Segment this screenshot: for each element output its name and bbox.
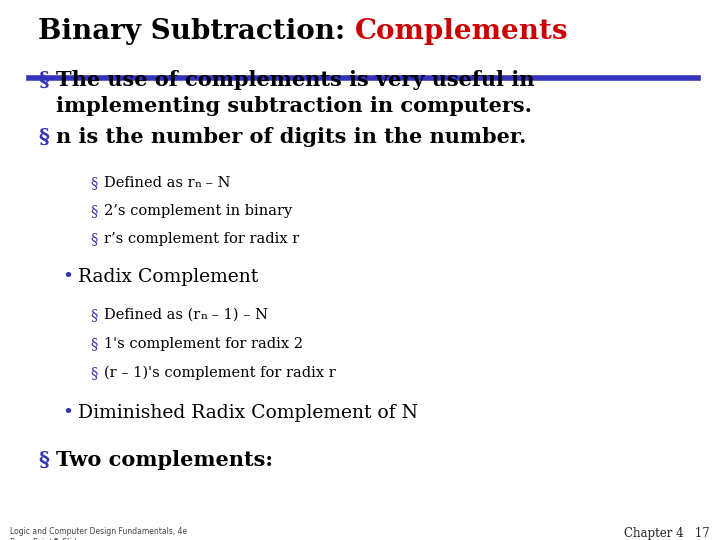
Text: The use of complements is very useful in
implementing subtraction in computers.: The use of complements is very useful in…: [56, 70, 534, 116]
Text: 2’s complement in binary: 2’s complement in binary: [104, 204, 292, 218]
Text: §: §: [90, 308, 97, 322]
Text: Chapter 4   17: Chapter 4 17: [624, 527, 710, 540]
Text: n: n: [194, 180, 202, 189]
Text: §: §: [38, 70, 49, 90]
Text: Binary Subtraction:: Binary Subtraction:: [38, 18, 355, 45]
Text: (r – 1)'s complement for radix r: (r – 1)'s complement for radix r: [104, 366, 336, 380]
Text: Radix Complement: Radix Complement: [78, 268, 258, 286]
Text: Diminished Radix Complement of N: Diminished Radix Complement of N: [78, 404, 418, 422]
Text: §: §: [38, 450, 49, 470]
Text: r’s complement for radix r: r’s complement for radix r: [104, 232, 300, 246]
Text: – N: – N: [202, 176, 231, 190]
Text: Complements: Complements: [355, 18, 568, 45]
Text: •: •: [62, 404, 73, 422]
Text: §: §: [90, 337, 97, 351]
Text: §: §: [90, 232, 97, 246]
Text: §: §: [90, 366, 97, 380]
Text: 1's complement for radix 2: 1's complement for radix 2: [104, 337, 303, 351]
Text: §: §: [90, 176, 97, 190]
Text: Two complements:: Two complements:: [56, 450, 273, 470]
Text: •: •: [62, 268, 73, 286]
Text: Logic and Computer Design Fundamentals, 4e
PowerPoint® Slides
© 2008 Pearson Edu: Logic and Computer Design Fundamentals, …: [10, 527, 187, 540]
Text: §: §: [38, 127, 49, 147]
Text: Defined as (r: Defined as (r: [104, 308, 200, 322]
Text: §: §: [90, 204, 97, 218]
Text: – 1) – N: – 1) – N: [207, 308, 268, 322]
Text: Defined as r: Defined as r: [104, 176, 194, 190]
Text: n is the number of digits in the number.: n is the number of digits in the number.: [56, 127, 526, 147]
Text: n: n: [200, 312, 207, 321]
